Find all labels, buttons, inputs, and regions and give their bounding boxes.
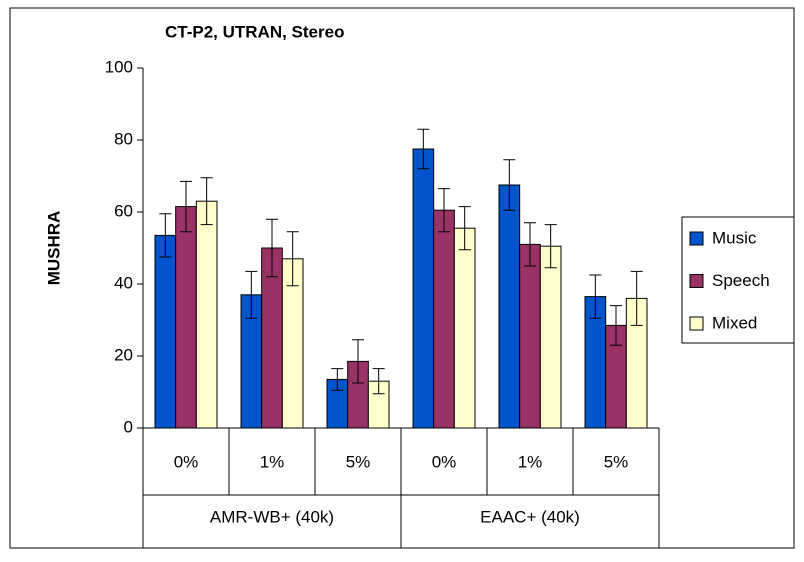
y-tick-label: 20 [114, 345, 133, 364]
y-tick-label: 80 [114, 129, 133, 148]
group-label: EAAC+ (40k) [480, 507, 580, 526]
chart-title: CT-P2, UTRAN, Stereo [165, 22, 344, 41]
error-bar [610, 305, 622, 346]
legend-swatch [689, 231, 704, 246]
bar [433, 209, 455, 429]
error-bar [200, 177, 213, 226]
x-tick-label: 1% [518, 452, 543, 471]
y-tick-label: 0 [124, 417, 133, 436]
bar [175, 206, 197, 429]
y-axis-label: MUSHRA [44, 211, 63, 286]
x-tick-label: 5% [346, 452, 371, 471]
group-label: AMR-WB+ (40k) [210, 507, 334, 526]
x-tick-label: 5% [604, 452, 629, 471]
bar [498, 184, 521, 429]
error-bar [372, 368, 385, 395]
error-bar [524, 222, 536, 267]
error-bar [245, 270, 258, 319]
bar [519, 243, 541, 429]
legend-label: Music [712, 228, 757, 247]
error-bar [331, 368, 344, 391]
error-bar [159, 213, 172, 258]
error-bar [417, 128, 430, 170]
x-tick-label: 1% [260, 452, 285, 471]
bar [453, 227, 476, 429]
error-bar [589, 274, 602, 319]
y-tick-label: 40 [114, 273, 133, 292]
error-bar [352, 339, 364, 384]
legend-label: Mixed [712, 313, 757, 332]
error-bar [180, 180, 192, 233]
legend-swatch [689, 316, 704, 331]
y-tick-label: 100 [105, 57, 133, 76]
error-bar [458, 206, 471, 251]
bar [412, 148, 435, 429]
bar [195, 200, 218, 429]
error-bar [286, 231, 299, 287]
chart-frame [9, 7, 795, 549]
error-bar [438, 188, 450, 233]
legend-label: Speech [712, 271, 770, 290]
x-tick-label: 0% [432, 452, 457, 471]
bar [154, 234, 177, 429]
y-tick-label: 60 [114, 201, 133, 220]
x-tick-label: 0% [174, 452, 199, 471]
error-bar [266, 218, 278, 278]
error-bar [544, 224, 557, 269]
error-bar [630, 270, 643, 326]
bar [539, 245, 562, 429]
error-bar [503, 159, 516, 211]
legend-swatch [689, 274, 704, 288]
